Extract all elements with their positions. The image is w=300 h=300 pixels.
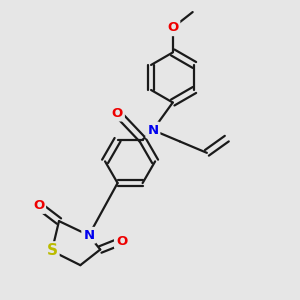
Text: S: S (46, 244, 57, 259)
Text: O: O (116, 235, 127, 248)
Text: O: O (167, 21, 178, 34)
Text: N: N (83, 229, 94, 242)
Text: N: N (147, 124, 158, 136)
Text: O: O (112, 106, 123, 119)
Text: O: O (33, 199, 44, 212)
